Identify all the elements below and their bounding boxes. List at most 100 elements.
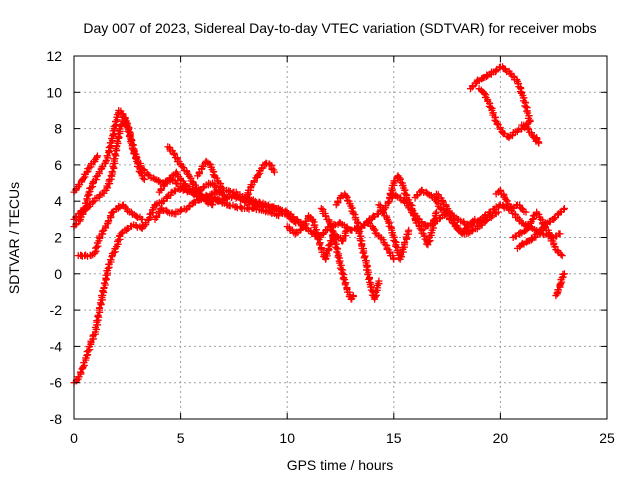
data-point	[494, 208, 502, 216]
data-point	[522, 103, 530, 111]
data-marker	[273, 210, 281, 218]
data-point	[526, 117, 534, 125]
data-marker	[110, 249, 118, 257]
data-marker	[314, 235, 322, 243]
series-track-x	[552, 270, 568, 300]
data-point	[405, 226, 413, 234]
data-point	[522, 208, 530, 216]
series-track-m	[332, 190, 383, 303]
y-tick-label: -2	[50, 302, 63, 318]
data-point	[224, 194, 232, 202]
series-track-h	[194, 157, 227, 194]
series-track-f	[155, 168, 232, 202]
data-point	[219, 186, 227, 194]
series-track-t	[518, 121, 543, 147]
data-marker	[286, 214, 294, 222]
data-point	[556, 230, 564, 238]
data-point	[509, 204, 517, 212]
x-axis-label: GPS time / hours	[287, 457, 394, 473]
data-marker	[96, 304, 104, 312]
data-marker	[518, 239, 526, 247]
chart-title: Day 007 of 2023, Sidereal Day-to-day VTE…	[83, 20, 596, 36]
data-marker	[256, 198, 264, 206]
series-track-k	[283, 212, 351, 263]
series-track-o	[375, 201, 413, 263]
data-marker	[79, 208, 87, 216]
data-marker	[203, 198, 211, 206]
data-point	[349, 292, 357, 300]
data-point	[375, 277, 383, 285]
data-point	[432, 208, 440, 216]
data-point	[87, 252, 95, 260]
series-track-s	[467, 63, 534, 142]
data-point	[343, 226, 351, 234]
series-track-p	[386, 172, 440, 249]
y-tick-label: 0	[54, 266, 62, 282]
series-track-w	[513, 204, 568, 252]
data-marker	[118, 229, 126, 237]
data-marker	[367, 283, 375, 291]
data-point	[528, 215, 536, 223]
data-marker	[474, 76, 482, 84]
data-marker	[84, 347, 92, 355]
data-marker	[92, 173, 100, 181]
data-marker	[323, 250, 331, 258]
x-tick-label: 20	[493, 430, 509, 446]
series-track-e	[70, 106, 148, 231]
x-tick-label: 15	[386, 430, 402, 446]
data-marker	[557, 250, 565, 258]
data-marker	[392, 242, 400, 250]
data-layer	[70, 63, 568, 387]
data-point	[558, 252, 566, 260]
y-tick-label: 8	[54, 121, 62, 137]
data-point	[202, 157, 210, 165]
data-marker	[384, 199, 392, 207]
y-tick-label: 10	[46, 84, 62, 100]
x-tick-label: 0	[70, 430, 78, 446]
data-marker	[254, 171, 262, 179]
series-track-d	[70, 152, 101, 196]
data-point	[168, 172, 176, 180]
data-marker	[339, 275, 347, 283]
y-tick-label: 12	[46, 48, 62, 64]
series-track-j	[241, 159, 278, 205]
data-marker	[483, 216, 491, 224]
series-track-r	[432, 190, 479, 238]
data-marker	[87, 184, 95, 192]
y-axis-label: SDTVAR / TECUs	[6, 182, 22, 294]
series-track-u	[492, 186, 530, 216]
data-point	[292, 219, 300, 227]
data-point	[83, 168, 91, 176]
data-marker	[342, 227, 350, 235]
y-tick-label: -4	[50, 338, 63, 354]
data-point	[475, 85, 483, 93]
data-marker	[163, 193, 171, 201]
data-marker	[334, 253, 342, 261]
data-point	[518, 219, 526, 227]
data-marker	[139, 174, 147, 182]
data-marker	[80, 174, 88, 182]
data-marker	[98, 227, 106, 235]
data-marker	[309, 217, 317, 225]
series-track-l	[317, 204, 357, 303]
data-marker	[542, 220, 550, 228]
data-marker	[107, 172, 115, 180]
data-marker	[553, 289, 561, 297]
data-marker	[93, 243, 101, 251]
data-marker	[463, 224, 471, 232]
data-point	[251, 197, 259, 205]
series-track-c	[74, 201, 146, 260]
data-point	[560, 270, 568, 278]
data-marker	[354, 224, 362, 232]
series-track-n	[358, 219, 398, 263]
data-marker	[181, 181, 189, 189]
x-tick-label: 25	[599, 430, 615, 446]
data-point	[136, 168, 144, 176]
data-marker	[182, 206, 190, 214]
x-tick-label: 5	[177, 430, 185, 446]
data-point	[390, 255, 398, 263]
axis-ticks: 0 5 10 15 20 25 -8 -6 -4 -2 0 2 4 6 8 10 12	[46, 48, 615, 446]
data-point	[85, 188, 93, 196]
data-point	[93, 152, 101, 160]
